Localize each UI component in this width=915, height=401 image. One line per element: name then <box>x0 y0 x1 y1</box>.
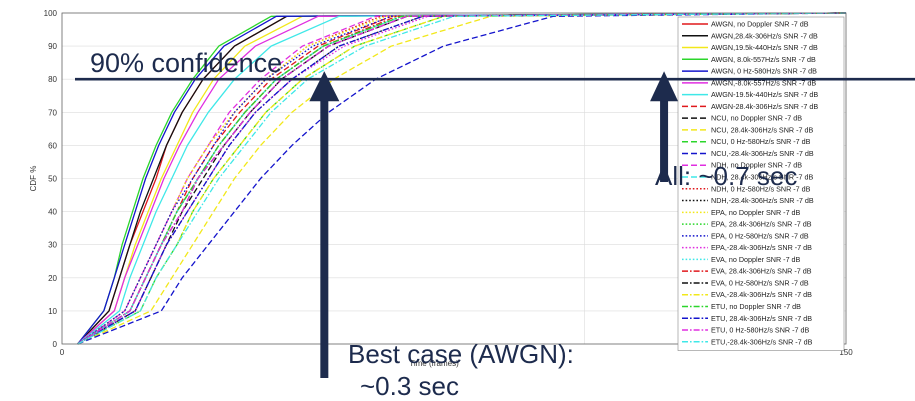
y-tick-label: 30 <box>48 241 57 250</box>
best-case-label-line1: Best case (AWGN): <box>348 339 574 369</box>
best-case-arrow-head <box>309 71 340 102</box>
legend-entry: EPA,-28.4k-306Hz/s SNR -7 dB <box>711 243 812 252</box>
legend-entry: NCU,-28.4k-306Hz/s SNR -7 dB <box>711 149 814 158</box>
y-tick-label: 80 <box>48 75 57 84</box>
legend-entry: AWGN-28.4k-306Hz/s SNR -7 dB <box>711 102 818 111</box>
y-tick-label: 60 <box>48 141 57 150</box>
y-tick-label: 10 <box>48 307 57 316</box>
y-axis-label: CDF % <box>29 166 38 192</box>
legend-entry: NDH, 28.4k-306Hz/s SNR -7 dB <box>711 173 813 182</box>
y-tick-label: 40 <box>48 208 57 217</box>
legend-entry: AWGN, 0 Hz-580Hz/s SNR -7 dB <box>711 67 817 76</box>
legend-entry: EVA, 28.4k-306Hz/s SNR -7 dB <box>711 267 812 276</box>
best-case-label-line2: ~0.3 sec <box>360 371 459 401</box>
legend-entry: ETU, no Doppler SNR -7 dB <box>711 302 801 311</box>
legend-entry: NCU, no Doppler SNR -7 dB <box>711 114 802 123</box>
legend-entry: EVA, no Doppler SNR -7 dB <box>711 255 801 264</box>
y-tick-label: 0 <box>53 340 58 349</box>
series-line <box>77 12 847 345</box>
legend-entry: NDH, no Doppler SNR -7 dB <box>711 161 802 170</box>
legend-entry: ETU,-28.4k-306Hz/s SNR -7 dB <box>711 337 813 346</box>
axis-ticks: 0 10 20 30 40 50 60 70 80 90 100 0 150 <box>44 9 854 357</box>
annotations: 90% confidence Best case (AWGN): ~0.3 se… <box>75 48 915 401</box>
series-line <box>77 12 847 345</box>
legend-entry: AWGN, 8.0k-557Hz/s SNR -7 dB <box>711 55 816 64</box>
legend-entry: EVA,-28.4k-306Hz/s SNR -7 dB <box>711 290 812 299</box>
all-cases-arrow-shaft <box>660 99 669 182</box>
legend-entry: EPA, no Doppler SNR -7 dB <box>711 208 801 217</box>
series-line <box>77 12 847 345</box>
legend-entry: AWGN, no Doppler SNR -7 dB <box>711 20 809 29</box>
series-line <box>77 12 847 345</box>
confidence-label: 90% confidence <box>90 48 282 78</box>
x-tick-label: 0 <box>60 348 65 357</box>
y-tick-label: 100 <box>44 9 58 18</box>
x-axis-label: Time (frames) <box>409 359 459 368</box>
series-line <box>77 12 847 345</box>
legend-entry: NDH, 0 Hz-580Hz/s SNR -7 dB <box>711 184 811 193</box>
series-line <box>77 12 847 345</box>
y-tick-label: 50 <box>48 175 57 184</box>
series-line <box>77 12 847 345</box>
all-cases-arrow-head <box>650 71 679 102</box>
legend-box <box>677 16 845 351</box>
legend: AWGN, no Doppler SNR -7 dB AWGN,28.4k-306… <box>677 16 845 351</box>
x-tick-label: 150 <box>839 348 853 357</box>
legend-entry: AWGN,-8.0k-557Hz/s SNR -7 dB <box>711 78 816 87</box>
legend-entry: NCU, 28.4k-306Hz/s SNR -7 dB <box>711 125 813 134</box>
series-line <box>77 12 847 345</box>
series-line <box>77 12 847 345</box>
series-line <box>77 12 847 345</box>
best-case-arrow-shaft <box>320 99 329 378</box>
plot-area-frame <box>61 12 847 345</box>
series-line <box>77 12 847 345</box>
legend-entry: EVA, 0 Hz-580Hz/s SNR -7 dB <box>711 278 809 287</box>
legend-entry: EPA, 0 Hz-580Hz/s SNR -7 dB <box>711 231 809 240</box>
y-tick-label: 90 <box>48 42 57 51</box>
y-tick-label: 70 <box>48 108 57 117</box>
legend-entry: EPA, 28.4k-306Hz/s SNR -7 dB <box>711 220 812 229</box>
legend-entry: AWGN-19.5k-440Hz/s SNR -7 dB <box>711 90 818 99</box>
series-line <box>77 12 847 345</box>
series-line <box>77 12 847 345</box>
series-curves <box>77 12 847 345</box>
all-cases-label: All: ~0.7 sec <box>655 161 797 191</box>
legend-entry: ETU, 0 Hz-580Hz/s SNR -7 dB <box>711 326 809 335</box>
y-tick-label: 20 <box>48 274 57 283</box>
legend-entry: ETU, 28.4k-306Hz/s SNR -7 dB <box>711 314 812 323</box>
legend-entry: NDH,-28.4k-306Hz/s SNR -7 dB <box>711 196 814 205</box>
legend-entry: NCU, 0 Hz-580Hz/s SNR -7 dB <box>711 137 811 146</box>
legend-entry: AWGN,19.5k-440Hz/s SNR -7 dB <box>711 43 818 52</box>
legend-entry: AWGN,28.4k-306Hz/s SNR -7 dB <box>711 31 818 40</box>
